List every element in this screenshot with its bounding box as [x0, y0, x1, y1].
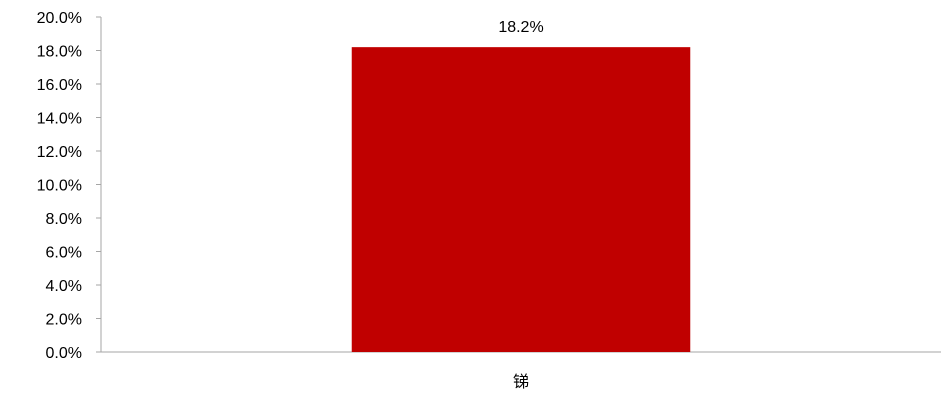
y-axis: 0.0% 2.0% 4.0% 6.0% 8.0% 10.0% 12.0% 14.0% 16.0%… — [37, 10, 102, 362]
y-tick-label: 10.0% — [37, 178, 82, 195]
y-tick-label: 6.0% — [46, 245, 82, 262]
data-labels: 18.2% — [498, 19, 543, 36]
x-axis: 锑 — [101, 351, 941, 391]
y-tick-label: 18.0% — [37, 44, 82, 61]
y-tick-label: 12.0% — [37, 144, 82, 161]
x-tick-label: 锑 — [513, 373, 529, 391]
bars — [351, 47, 691, 353]
y-tick-label: 14.0% — [37, 111, 82, 128]
y-tick-label: 0.0% — [46, 345, 82, 362]
y-tick-label: 16.0% — [37, 77, 82, 94]
y-tick-label: 20.0% — [37, 10, 82, 27]
y-tick-label: 8.0% — [46, 211, 82, 228]
y-tick-label: 2.0% — [46, 312, 82, 329]
y-tick-label: 4.0% — [46, 278, 82, 295]
bar — [351, 47, 691, 353]
data-label: 18.2% — [498, 19, 543, 36]
